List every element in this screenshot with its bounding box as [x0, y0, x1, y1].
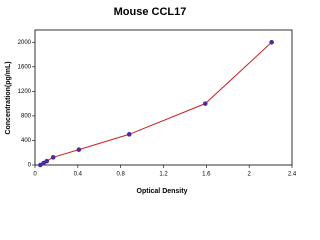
data-point — [76, 147, 82, 152]
page: {"chart_data": {"type": "scatter", "titl… — [4, 5, 297, 195]
y-tick-label: 2000 — [18, 40, 32, 46]
data-point — [50, 155, 56, 160]
chart: Mouse CCL17 Optical Density Concentratio… — [5, 6, 297, 195]
x-tick-label: 2 — [247, 172, 251, 178]
x-tick-label: 0.4 — [74, 172, 83, 178]
data-point — [126, 132, 132, 137]
x-axis-label: Optical Density — [137, 188, 188, 195]
data-point — [202, 101, 208, 106]
y-tick-label: 400 — [21, 138, 32, 144]
x-tick-label: 2.4 — [288, 172, 297, 178]
x-tick-label: 0 — [33, 172, 37, 178]
fit-curve — [40, 41, 272, 166]
plot-frame — [34, 29, 293, 166]
x-tick-label: 1.6 — [202, 172, 211, 178]
y-tick-label: 800 — [21, 113, 32, 119]
x-tick-label: 0.8 — [116, 172, 125, 178]
y-axis-label: Concentration(pg/mL) — [5, 61, 12, 134]
data-point — [44, 158, 50, 164]
data-point — [269, 39, 274, 45]
y-tick-label: 0 — [28, 163, 32, 169]
x-tick-label: 1.2 — [159, 172, 168, 178]
y-tick-label: 1200 — [18, 89, 32, 95]
chart-title: Mouse CCL17 — [114, 6, 187, 18]
y-tick-label: 1600 — [18, 64, 32, 70]
